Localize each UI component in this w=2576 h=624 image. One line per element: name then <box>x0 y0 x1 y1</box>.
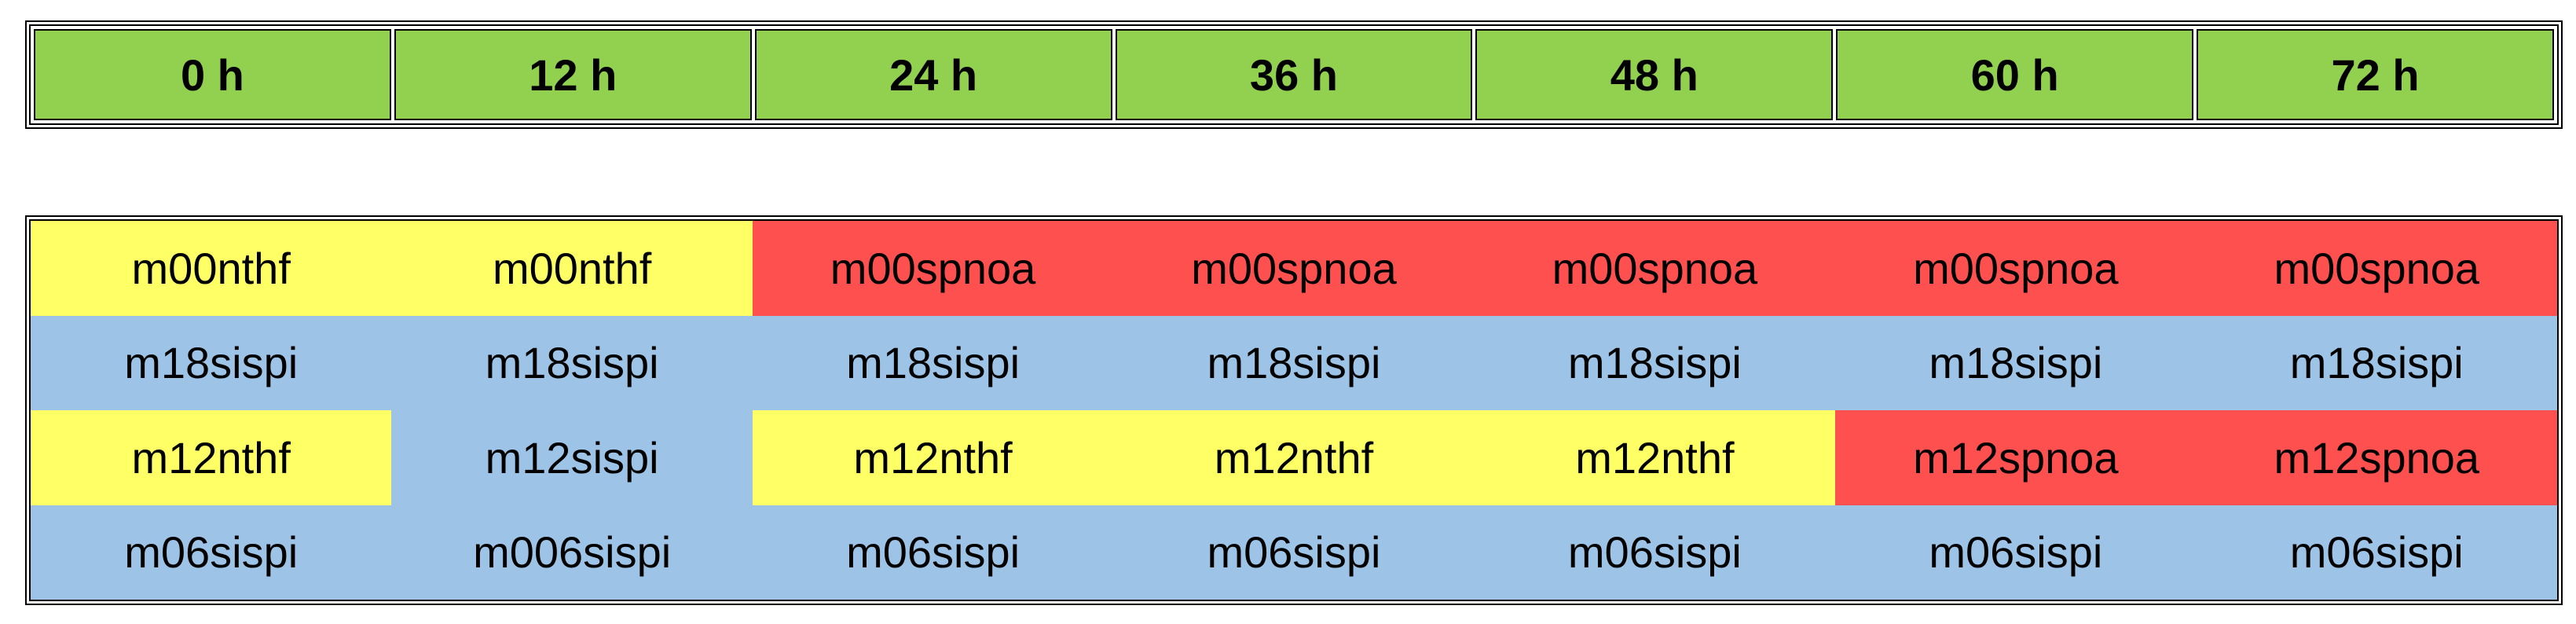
header-cell-12h: 12 h <box>394 29 752 120</box>
grid-cell: m12nthf <box>31 410 392 505</box>
model-run-grid: m00nthf m00nthf m00spnoa m00spnoa m00spn… <box>31 221 2557 600</box>
grid-cell: m06sispi <box>1113 505 1475 600</box>
grid-cell: m18sispi <box>31 315 392 410</box>
grid-cell: m18sispi <box>752 315 1114 410</box>
grid-cell: m06sispi <box>2196 505 2557 600</box>
grid-cell: m00spnoa <box>1113 221 1475 316</box>
grid-cell: m06sispi <box>1474 505 1836 600</box>
header-cell-24h: 24 h <box>754 29 1112 120</box>
grid-cell: m06sispi <box>31 505 392 600</box>
header-cell-36h: 36 h <box>1115 29 1473 120</box>
grid-cell: m00nthf <box>391 221 753 316</box>
grid-cell: m00nthf <box>31 221 392 316</box>
grid-cell: m18sispi <box>2196 315 2557 410</box>
grid-cell: m00spnoa <box>2196 221 2557 316</box>
grid-cell: m18sispi <box>1113 315 1475 410</box>
grid-cell: m006sispi <box>391 505 753 600</box>
grid-cell: m00spnoa <box>1835 221 2197 316</box>
grid-row: m12nthf m12sispi m12nthf m12nthf m12nthf… <box>31 410 2557 505</box>
grid-cell: m18sispi <box>1474 315 1836 410</box>
forecast-hour-header-table: 0 h 12 h 24 h 36 h 48 h 60 h 72 h <box>25 20 2563 129</box>
header-cell-60h: 60 h <box>1836 29 2194 120</box>
grid-cell: m12spnoa <box>2196 410 2557 505</box>
grid-row: m18sispi m18sispi m18sispi m18sispi m18s… <box>31 315 2557 410</box>
header-row: 0 h 12 h 24 h 36 h 48 h 60 h 72 h <box>34 29 2554 120</box>
grid-cell: m18sispi <box>1835 315 2197 410</box>
forecast-hour-header: 0 h 12 h 24 h 36 h 48 h 60 h 72 h <box>31 26 2557 123</box>
model-run-grid-table: m00nthf m00nthf m00spnoa m00spnoa m00spn… <box>25 215 2563 605</box>
grid-cell: m00spnoa <box>752 221 1114 316</box>
grid-cell: m12spnoa <box>1835 410 2197 505</box>
grid-cell: m12nthf <box>752 410 1114 505</box>
header-cell-48h: 48 h <box>1475 29 1834 120</box>
grid-cell: m06sispi <box>752 505 1114 600</box>
grid-row: m00nthf m00nthf m00spnoa m00spnoa m00spn… <box>31 221 2557 316</box>
grid-cell: m06sispi <box>1835 505 2197 600</box>
grid-cell: m18sispi <box>391 315 753 410</box>
header-cell-0h: 0 h <box>34 29 391 120</box>
grid-cell: m00spnoa <box>1474 221 1836 316</box>
grid-row: m06sispi m006sispi m06sispi m06sispi m06… <box>31 505 2557 600</box>
grid-cell: m12nthf <box>1113 410 1475 505</box>
grid-cell: m12sispi <box>391 410 753 505</box>
grid-cell: m12nthf <box>1474 410 1836 505</box>
header-cell-72h: 72 h <box>2197 29 2554 120</box>
